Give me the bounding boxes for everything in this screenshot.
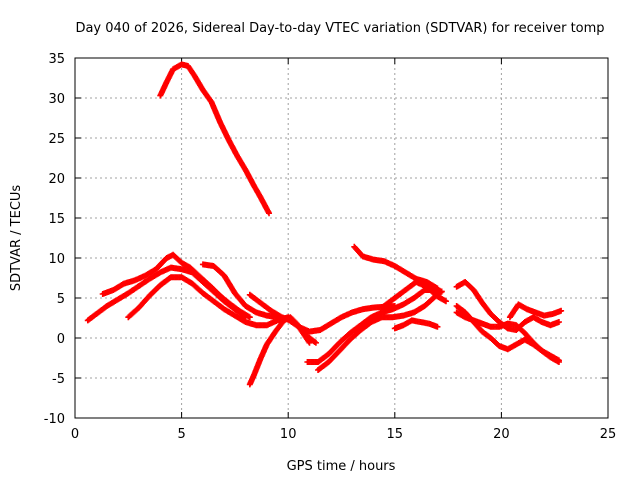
y-tick-label: -10 — [44, 412, 65, 427]
y-axis-title: SDTVAR / TECUs — [9, 185, 24, 292]
x-axis-title: GPS time / hours — [287, 459, 396, 474]
y-tick-label: 30 — [48, 92, 65, 107]
series-track-15 — [453, 279, 562, 333]
data-point — [555, 319, 562, 325]
data-point — [312, 339, 319, 346]
data-point — [434, 285, 441, 292]
series-track-9 — [315, 288, 445, 373]
series-track-1 — [157, 61, 273, 217]
y-tick-label: 20 — [48, 172, 65, 187]
x-tick-label: 5 — [177, 427, 185, 442]
series-track-16 — [506, 301, 565, 321]
series-track-12 — [391, 317, 441, 332]
x-tick-label: 0 — [71, 427, 79, 442]
data-point — [266, 210, 273, 217]
y-tick-label: 10 — [48, 252, 65, 267]
y-tick-label: 0 — [57, 332, 65, 347]
series-track-7 — [246, 291, 319, 346]
series-track-8 — [304, 287, 445, 365]
data-point — [438, 288, 445, 295]
data-point — [442, 298, 449, 305]
y-tick-label: 5 — [57, 292, 65, 307]
y-tick-label: 15 — [48, 212, 65, 227]
data-point — [558, 307, 565, 314]
data-point — [555, 359, 562, 365]
y-tick-label: 25 — [48, 132, 65, 147]
data-point — [246, 314, 253, 321]
x-tick-label: 15 — [387, 427, 404, 442]
x-tick-label: 20 — [493, 427, 510, 442]
series-track-3 — [99, 251, 253, 321]
series-track-14 — [453, 309, 562, 365]
y-tick-label: 35 — [48, 52, 65, 67]
x-tick-label: 25 — [600, 427, 617, 442]
data-points-layer — [84, 61, 565, 388]
data-point — [434, 323, 441, 330]
y-tick-label: -5 — [52, 372, 65, 387]
plot-frame — [74, 57, 609, 419]
chart-title: Day 040 of 2026, Sidereal Day-to-day VTE… — [75, 21, 604, 36]
x-tick-label: 10 — [280, 427, 297, 442]
series-track-11 — [381, 279, 449, 309]
